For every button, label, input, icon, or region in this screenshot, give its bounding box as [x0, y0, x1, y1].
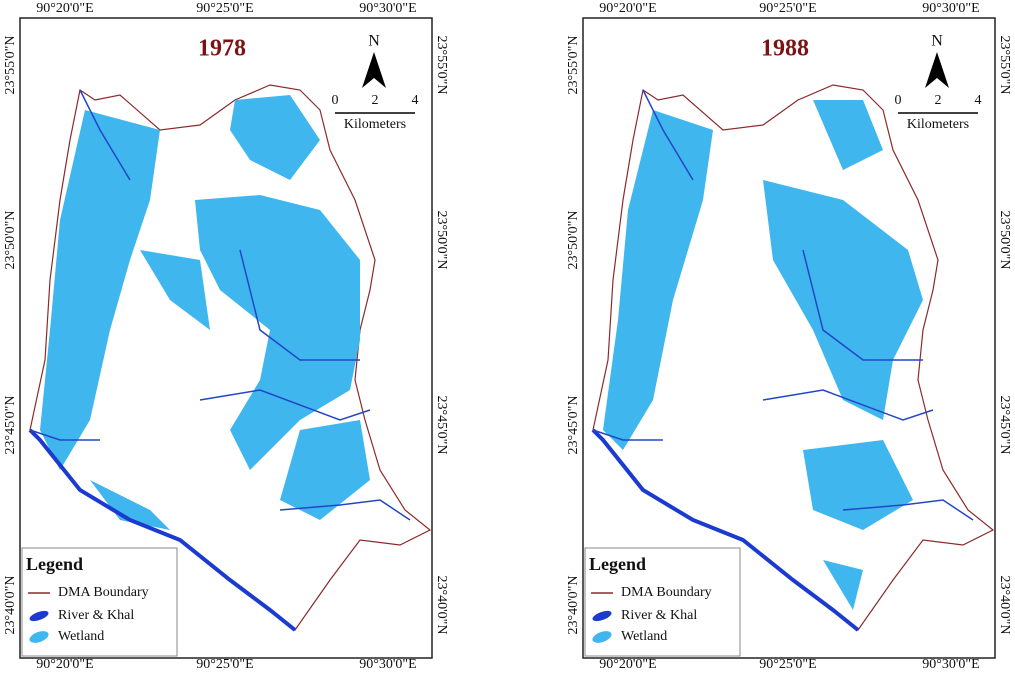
legend-title: Legend [26, 554, 83, 574]
right-coordinate: 23°50'0"N [997, 211, 1012, 270]
scale-number: 4 [412, 93, 419, 108]
bottom-coordinate: 90°20'0"E [36, 657, 93, 672]
khal [642, 89, 694, 181]
map-title: 1978 [198, 36, 246, 62]
left-coordinate: 23°40'0"N [566, 576, 581, 635]
right-coordinate: 23°45'0"N [997, 396, 1012, 455]
khal [199, 389, 371, 421]
north-label: N [931, 33, 943, 50]
north-arrow [925, 52, 949, 88]
legend-river [592, 610, 612, 622]
right-coordinate: 23°40'0"N [434, 576, 449, 635]
legend-item: DMA Boundary [621, 585, 712, 600]
wetland [280, 420, 370, 520]
bottom-coordinate: 90°20'0"E [599, 657, 656, 672]
bottom-coordinate: 90°25'0"E [196, 657, 253, 672]
legend-title: Legend [589, 554, 646, 574]
map-title: 1988 [761, 36, 809, 62]
legend-box [21, 547, 178, 657]
legend-item: River & Khal [621, 608, 697, 623]
scale-number: 4 [975, 93, 982, 108]
scale-number: 0 [332, 93, 339, 108]
wetland [603, 110, 713, 450]
left-coordinate: 23°45'0"N [566, 396, 581, 455]
left-coordinate: 23°55'0"N [566, 36, 581, 95]
right-coordinate: 23°55'0"N [997, 36, 1012, 95]
top-coordinate: 90°20'0"E [36, 1, 93, 16]
wetland [813, 100, 883, 170]
wetland [90, 480, 170, 530]
wetland [140, 250, 210, 330]
wetland [40, 110, 160, 470]
bottom-coordinate: 90°25'0"E [759, 657, 816, 672]
legend-wetland [29, 631, 49, 643]
khal [279, 499, 411, 521]
khal [592, 429, 663, 441]
right-coordinate: 23°40'0"N [997, 576, 1012, 635]
scale-number: 2 [372, 93, 379, 108]
right-coordinate: 23°55'0"N [434, 36, 449, 95]
khal [29, 429, 100, 441]
top-coordinate: 90°30'0"E [922, 1, 979, 16]
wetland [823, 560, 863, 610]
top-coordinate: 90°25'0"E [759, 1, 816, 16]
left-coordinate: 23°45'0"N [3, 396, 18, 455]
top-coordinate: 90°20'0"E [599, 1, 656, 16]
legend-river [29, 610, 49, 622]
north-arrow [362, 52, 386, 88]
left-coordinate: 23°50'0"N [566, 211, 581, 270]
scale-number: 0 [895, 93, 902, 108]
scale-unit: Kilometers [907, 117, 969, 132]
wetland [230, 95, 320, 180]
left-coordinate: 23°50'0"N [3, 211, 18, 270]
legend-wetland [592, 631, 612, 643]
khal [842, 499, 974, 521]
legend-item: River & Khal [58, 608, 134, 623]
legend-item: DMA Boundary [58, 585, 149, 600]
top-coordinate: 90°25'0"E [196, 1, 253, 16]
scale-unit: Kilometers [344, 117, 406, 132]
right-coordinate: 23°50'0"N [434, 211, 449, 270]
khal [802, 249, 923, 361]
khal [79, 89, 131, 181]
wetland [803, 440, 913, 530]
north-label: N [368, 33, 380, 50]
top-coordinate: 90°30'0"E [359, 1, 416, 16]
bottom-coordinate: 90°30'0"E [359, 657, 416, 672]
legend-item: Wetland [621, 629, 667, 644]
khal [762, 389, 934, 421]
river [591, 428, 860, 632]
khal [239, 249, 360, 361]
wetland [195, 195, 360, 470]
bottom-coordinate: 90°30'0"E [922, 657, 979, 672]
legend-box [584, 547, 741, 657]
legend-item: Wetland [58, 629, 104, 644]
left-coordinate: 23°55'0"N [3, 36, 18, 95]
right-coordinate: 23°45'0"N [434, 396, 449, 455]
river [28, 428, 297, 632]
scale-number: 2 [935, 93, 942, 108]
left-coordinate: 23°40'0"N [3, 576, 18, 635]
